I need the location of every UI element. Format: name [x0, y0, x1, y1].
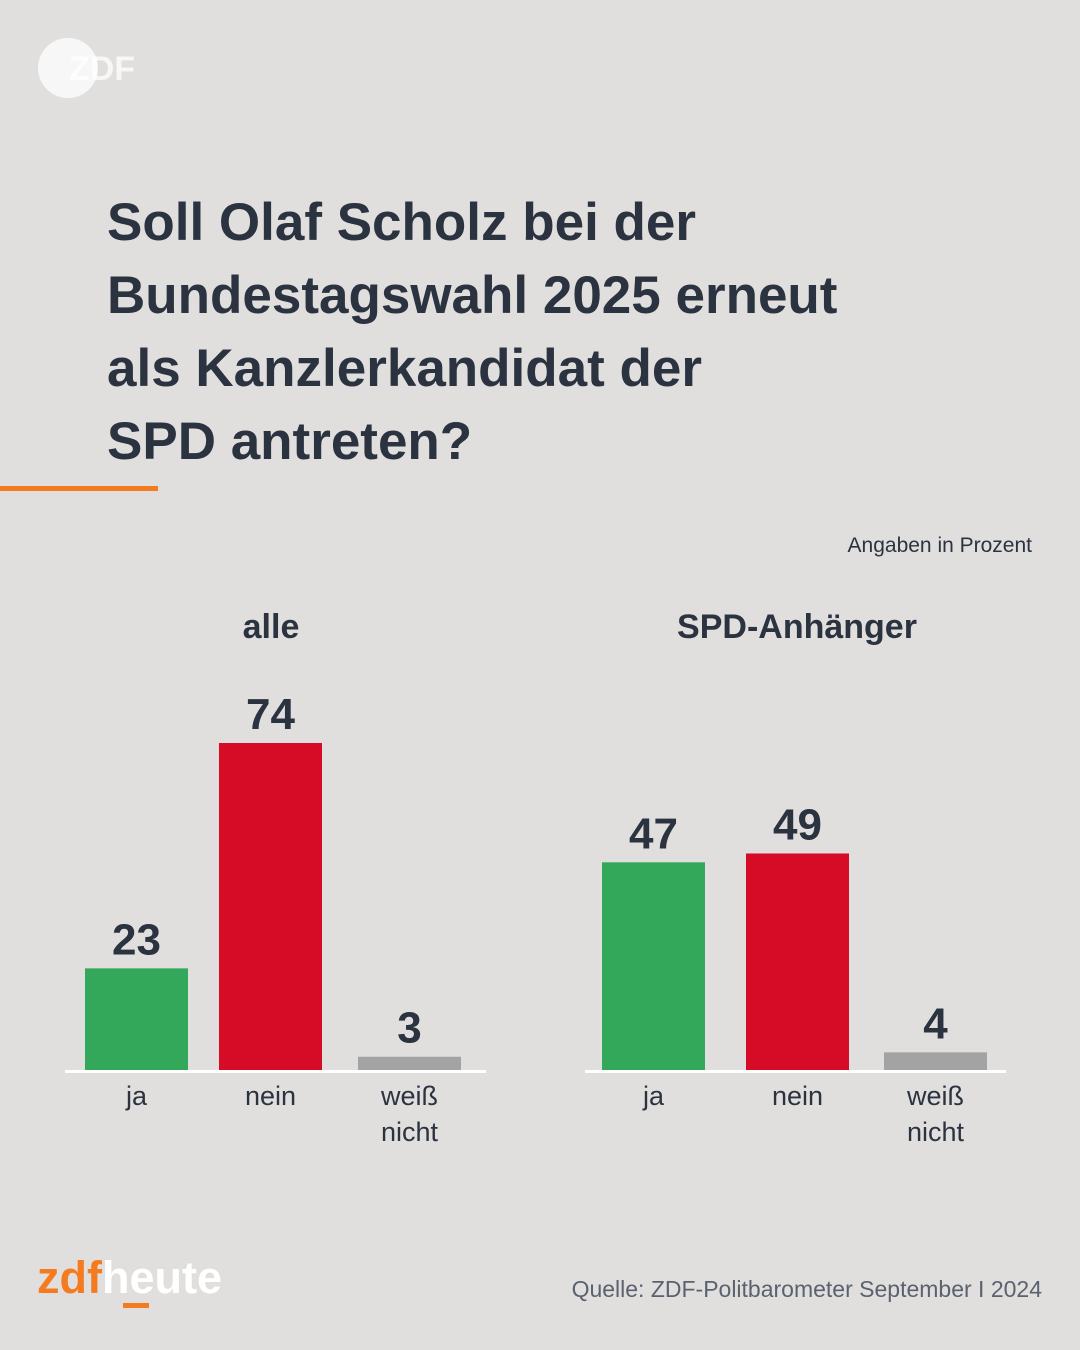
data-label: 49	[773, 800, 822, 849]
category-label: nein	[245, 1081, 296, 1111]
data-label: 47	[629, 809, 678, 858]
category-label: nicht	[381, 1117, 439, 1147]
title-line: SPD antreten?	[107, 412, 473, 471]
bar-ja	[85, 968, 188, 1070]
title-accent-line	[0, 486, 158, 491]
brand-heute: heute	[101, 1252, 222, 1303]
brand-logo: zdfheute	[37, 1252, 222, 1304]
category-label: weiß	[906, 1081, 964, 1111]
unit-note: Angaben in Prozent	[847, 534, 1032, 557]
chart-title: SPD-Anhänger	[677, 608, 917, 646]
title-line: als Kanzlerkandidat der	[107, 339, 702, 398]
chart-title: alle	[243, 608, 300, 646]
bar-nein	[219, 743, 322, 1070]
category-label: ja	[642, 1081, 665, 1111]
bar-nein	[746, 853, 849, 1070]
data-label: 3	[397, 1004, 421, 1053]
bar-weiß-nicht	[358, 1056, 461, 1070]
data-label: 23	[112, 915, 161, 964]
bar-ja	[602, 862, 705, 1070]
data-label: 4	[923, 999, 948, 1048]
bar-weiß-nicht	[884, 1052, 987, 1070]
zdf-logo: ZDF	[38, 38, 135, 98]
category-label: nicht	[907, 1117, 965, 1147]
zdf-logo-text: ZDF	[69, 50, 135, 88]
title-line: Bundestagswahl 2025 erneut	[107, 266, 838, 325]
category-label: weiß	[380, 1081, 438, 1111]
source-note: Quelle: ZDF-Politbarometer September I 2…	[571, 1276, 1042, 1302]
data-label: 74	[246, 690, 295, 739]
brand-zdf: zdf	[37, 1252, 102, 1303]
brand-underline	[123, 1303, 149, 1308]
category-label: ja	[125, 1081, 148, 1111]
page-title: Soll Olaf Scholz bei der Bundestagswahl …	[107, 186, 987, 478]
title-line: Soll Olaf Scholz bei der	[107, 193, 697, 252]
category-label: nein	[772, 1081, 823, 1111]
